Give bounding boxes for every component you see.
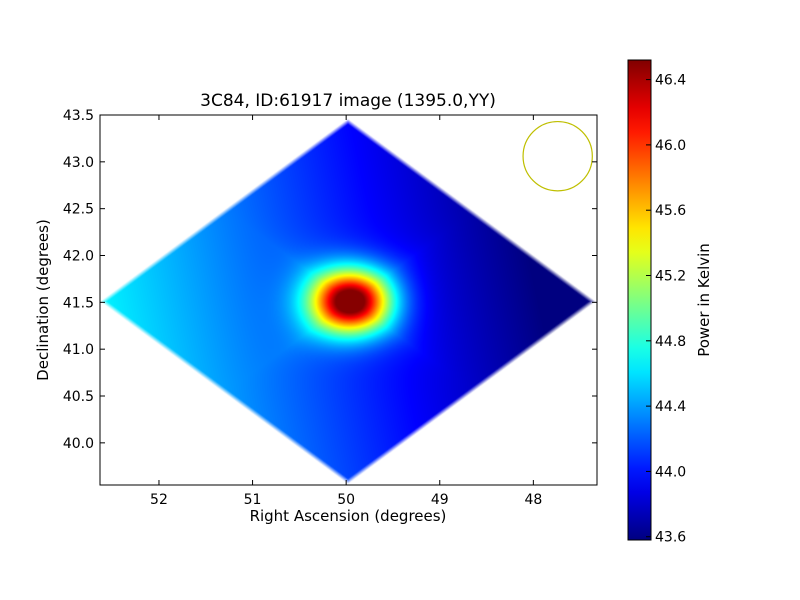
colorbar-tick-label: 44.0	[655, 464, 686, 480]
plot-area	[100, 115, 597, 485]
y-tick-label: 40.5	[63, 389, 94, 405]
colorbar-tick-label: 46.0	[655, 138, 686, 154]
x-tick-label: 48	[524, 492, 542, 508]
y-tick-label: 43.5	[63, 108, 94, 124]
y-tick-label: 42.0	[63, 249, 94, 265]
colorbar-tick-label: 44.8	[655, 334, 686, 350]
x-axis-label: Right Ascension (degrees)	[250, 507, 447, 525]
colorbar-tick-label: 45.2	[655, 269, 686, 285]
colorbar-frame	[627, 59, 652, 541]
y-tick-label: 43.0	[63, 155, 94, 171]
heatmap-image	[100, 115, 597, 485]
colorbar-tick-label: 44.4	[655, 399, 686, 415]
y-tick-label: 41.5	[63, 295, 94, 311]
x-axis: 52 51 50 49 48	[150, 115, 542, 508]
colorbar-tick-label: 43.6	[655, 530, 686, 546]
y-tick-label: 41.0	[63, 342, 94, 358]
colorbar: 43.6 44.0 44.4 44.8 45.2 45.6 46.0 46.4 Power i…	[627, 59, 713, 546]
colorbar-fill	[628, 60, 651, 540]
x-tick-label: 52	[150, 492, 168, 508]
beam-circle	[522, 120, 593, 192]
y-axis: 40.0 40.5 41.0 41.5 42.0 42.5 43.0 43.5	[63, 108, 597, 452]
chart-title: 3C84, ID:61917 image (1395.0,YY)	[200, 91, 496, 111]
x-tick-label: 50	[337, 492, 355, 508]
x-tick-label: 49	[431, 492, 449, 508]
colorbar-tick-label: 46.4	[655, 73, 686, 89]
colorbar-tick-label: 45.6	[655, 203, 686, 219]
colorbar-label: Power in Kelvin	[695, 243, 713, 357]
colorbar-ticks: 43.6 44.0 44.4 44.8 45.2 45.6 46.0 46.4	[646, 73, 686, 546]
y-tick-label: 40.0	[63, 436, 94, 452]
y-tick-label: 42.5	[63, 202, 94, 218]
y-axis-label: Declination (degrees)	[34, 219, 52, 381]
x-tick-label: 51	[244, 492, 262, 508]
plot-frame	[99, 114, 598, 486]
